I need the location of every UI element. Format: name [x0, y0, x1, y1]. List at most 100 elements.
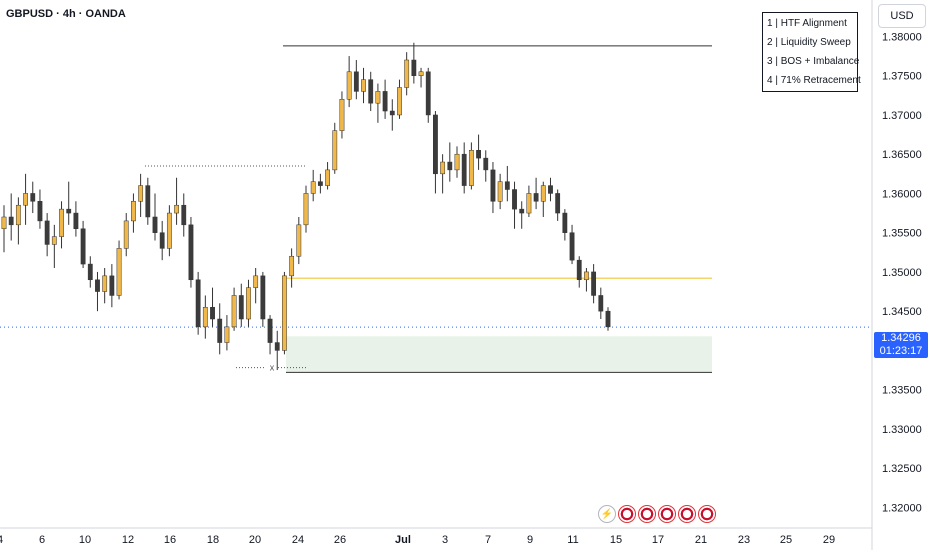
- candle-body: [159, 232, 165, 249]
- candle-body: [217, 318, 223, 343]
- candle-body: [404, 59, 410, 88]
- uk-flag-icon[interactable]: [678, 505, 696, 523]
- candle-body: [87, 263, 93, 281]
- candle-body: [231, 295, 237, 328]
- candle: [332, 122, 338, 174]
- x-tick-label: 9: [527, 534, 533, 546]
- candle: [210, 287, 215, 327]
- candle: [440, 154, 446, 194]
- candle: [217, 303, 223, 355]
- candle: [346, 56, 352, 108]
- symbol-title[interactable]: GBPUSD · 4h · OANDA: [6, 8, 126, 20]
- candle-body: [425, 71, 431, 116]
- candle-body: [382, 91, 388, 112]
- candle: [95, 271, 100, 312]
- candle: [181, 193, 187, 237]
- candle-body: [576, 259, 582, 281]
- candle: [476, 134, 481, 170]
- candle: [389, 99, 395, 131]
- x-tick-label: 4: [0, 534, 3, 546]
- candle: [260, 271, 266, 327]
- candle-body: [440, 161, 446, 175]
- candle-body: [8, 216, 14, 226]
- candle: [59, 201, 64, 249]
- candle-body: [548, 185, 553, 194]
- candle-body: [30, 193, 36, 202]
- candle: [224, 315, 230, 351]
- candle: [375, 83, 381, 123]
- candle-body: [361, 79, 366, 92]
- candle: [576, 256, 582, 288]
- candle-body: [418, 71, 424, 76]
- candle-body: [433, 114, 438, 175]
- candle: [548, 177, 553, 202]
- candle-body: [332, 130, 338, 171]
- candle: [555, 189, 561, 221]
- candle-body: [238, 295, 244, 320]
- candle: [361, 67, 366, 104]
- candle: [468, 142, 474, 190]
- candle-body: [152, 216, 158, 233]
- candle: [8, 193, 14, 241]
- candle: [66, 181, 72, 225]
- candle-body: [461, 153, 467, 186]
- candle: [526, 185, 532, 217]
- y-tick-label: 1.36000: [882, 188, 922, 200]
- candle: [497, 173, 503, 210]
- candle-body: [131, 201, 136, 222]
- candle: [296, 216, 302, 265]
- candle: [447, 142, 453, 182]
- candle-body: [51, 236, 57, 245]
- candle-body: [80, 228, 86, 265]
- y-tick-label: 1.33500: [882, 385, 922, 397]
- candle: [131, 193, 136, 233]
- candle-body: [23, 193, 28, 206]
- candle: [282, 271, 287, 355]
- candle-body: [166, 212, 172, 249]
- y-tick-label: 1.33000: [882, 424, 922, 436]
- demand-zone: [286, 336, 712, 373]
- candle-body: [303, 193, 309, 226]
- candle-body: [145, 185, 151, 218]
- candle-body: [605, 310, 611, 328]
- candle: [425, 67, 431, 123]
- y-tick-label: 1.37500: [882, 71, 922, 83]
- x-tick-label: 25: [780, 534, 792, 546]
- x-tick-label: 15: [610, 534, 622, 546]
- candle-body: [411, 59, 417, 76]
- candle: [145, 177, 151, 225]
- candle: [461, 142, 467, 194]
- candle: [15, 197, 21, 245]
- us-flag-icon[interactable]: [698, 505, 716, 523]
- x-tick-label: 3: [442, 534, 448, 546]
- flash-icon[interactable]: ⚡: [598, 505, 616, 523]
- x-tick-label: 24: [292, 534, 304, 546]
- candle-body: [109, 275, 115, 296]
- candle: [202, 295, 208, 339]
- candle-body: [73, 212, 79, 230]
- candle-body: [519, 208, 525, 214]
- candle-body: [59, 208, 64, 237]
- currency-button[interactable]: USD: [878, 4, 926, 28]
- candle-body: [584, 271, 589, 281]
- candle: [605, 307, 611, 331]
- uk-flag-icon[interactable]: [638, 505, 656, 523]
- candle: [73, 201, 79, 237]
- candle: [116, 240, 122, 300]
- candle-body: [375, 91, 381, 104]
- candle-body: [512, 189, 517, 210]
- candle-body: [95, 279, 100, 292]
- legend-item: 2 | Liquidity Sweep: [767, 37, 851, 48]
- us-flag-icon[interactable]: [618, 505, 636, 523]
- candle-body: [317, 181, 323, 186]
- legend-item: 4 | 71% Retracement: [767, 75, 861, 86]
- candle: [490, 162, 496, 214]
- candle: [166, 205, 172, 257]
- candle: [454, 146, 460, 178]
- candle-body: [37, 201, 43, 222]
- y-tick-label: 1.37000: [882, 110, 922, 122]
- uk-flag-icon[interactable]: [658, 505, 676, 523]
- candle: [303, 185, 309, 233]
- candle-body: [339, 99, 345, 131]
